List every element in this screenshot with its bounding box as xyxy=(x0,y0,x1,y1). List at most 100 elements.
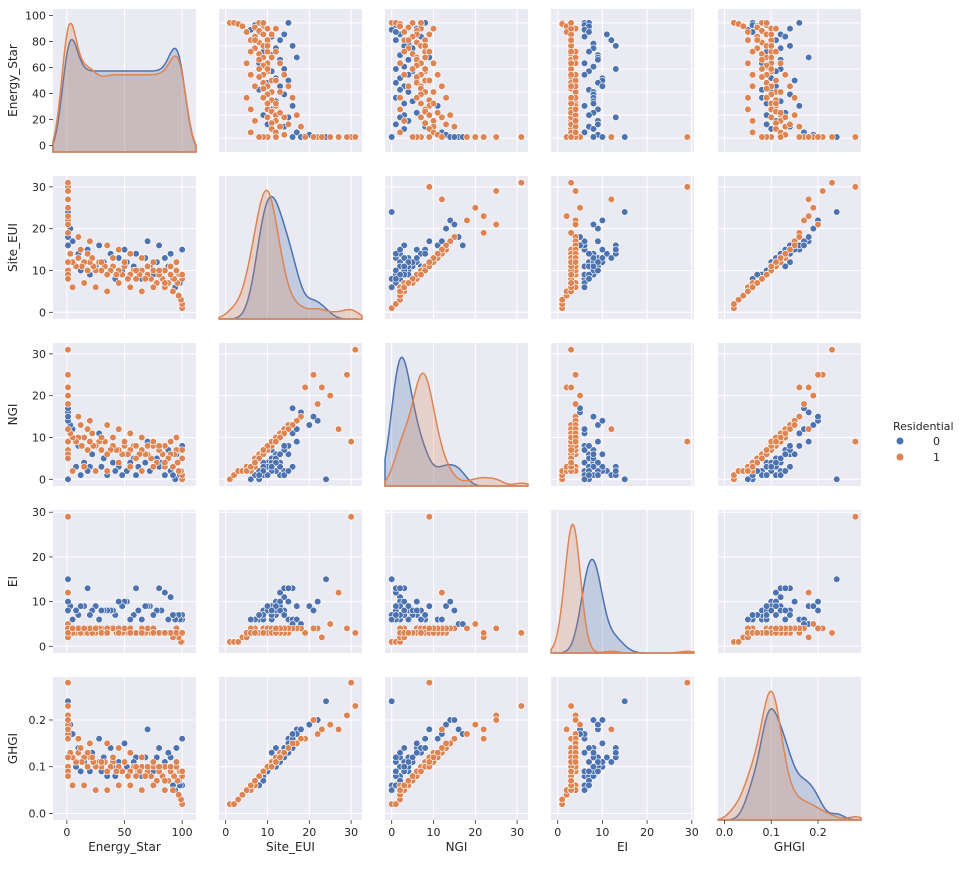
scatter-point-1 xyxy=(762,19,771,27)
scatter-point-0 xyxy=(164,615,172,624)
scatter-point-1 xyxy=(132,275,140,283)
panel-ghgi-vs-ngi: 0 10 20 30 NGI xyxy=(385,677,528,854)
scatter-point-0 xyxy=(161,471,169,479)
scatter-point-1 xyxy=(103,767,111,776)
scatter-point-0 xyxy=(446,598,454,606)
scatter-point-1 xyxy=(517,133,525,141)
scatter-point-0 xyxy=(442,602,450,610)
scatter-point-0 xyxy=(585,250,593,258)
scatter-point-1 xyxy=(814,624,822,633)
scatter-point-1 xyxy=(744,28,752,36)
scatter-point-0 xyxy=(781,606,789,615)
scatter-point-0 xyxy=(86,611,94,619)
scatter-point-0 xyxy=(805,408,813,417)
scatter-point-1 xyxy=(791,241,799,250)
scatter-point-1 xyxy=(103,467,111,475)
scatter-point-1 xyxy=(744,105,752,113)
panel-ei-vs-site-eui xyxy=(219,510,362,653)
scatter-point-1 xyxy=(463,730,471,738)
kde-curve-1 xyxy=(550,523,695,654)
scatter-point-0 xyxy=(603,30,611,38)
scatter-point-0 xyxy=(276,606,284,615)
scatter-point-1 xyxy=(64,258,72,266)
scatter-point-0 xyxy=(392,602,400,610)
scatter-point-1 xyxy=(762,84,771,93)
scatter-point-0 xyxy=(404,602,413,610)
scatter-point-0 xyxy=(280,611,288,619)
scatter-point-1 xyxy=(744,287,752,296)
scatter-point-1 xyxy=(230,800,238,808)
kde-curve-1 xyxy=(218,189,363,320)
scatter-point-0 xyxy=(68,237,77,245)
scatter-point-1 xyxy=(777,133,785,141)
scatter-point-1 xyxy=(297,123,305,131)
scatter-point-0 xyxy=(115,598,123,606)
scatter-point-0 xyxy=(141,602,149,610)
scatter-point-0 xyxy=(388,133,396,141)
scatter-point-1 xyxy=(744,467,752,475)
panel-ngi-vs-energy-star: 0 10 20 30 NGI xyxy=(6,343,196,486)
scatter-point-1 xyxy=(318,725,326,733)
scatter-point-0 xyxy=(392,275,400,283)
scatter-point-0 xyxy=(305,421,313,429)
scatter-point-0 xyxy=(293,438,301,446)
scatter-point-1 xyxy=(161,786,169,794)
scatter-point-1 xyxy=(268,763,276,771)
scatter-point-1 xyxy=(343,711,351,719)
scatter-point-1 xyxy=(571,438,580,446)
scatter-point-1 xyxy=(748,117,757,125)
scatter-point-1 xyxy=(417,629,425,637)
scatter-point-0 xyxy=(585,471,593,479)
scatter-point-1 xyxy=(777,254,785,262)
scatter-point-1 xyxy=(351,133,359,141)
scatter-point-1 xyxy=(263,65,272,73)
scatter-point-1 xyxy=(126,463,134,471)
x-tick-label: 0 xyxy=(63,826,70,839)
scatter-point-1 xyxy=(571,105,580,113)
scatter-point-0 xyxy=(795,442,803,450)
y-tick-label: 80 xyxy=(32,36,46,49)
scatter-point-1 xyxy=(132,266,140,275)
y-tick-label: 0 xyxy=(39,473,46,486)
scatter-point-0 xyxy=(786,463,794,471)
scatter-point-1 xyxy=(288,739,297,747)
scatter-point-1 xyxy=(83,763,92,771)
scatter-point-0 xyxy=(580,475,589,483)
scatter-point-0 xyxy=(589,450,598,458)
scatter-point-0 xyxy=(77,767,85,776)
scatter-point-1 xyxy=(268,30,276,38)
scatter-point-1 xyxy=(819,187,827,195)
scatter-point-1 xyxy=(259,94,267,102)
y-tick-label: 0 xyxy=(39,640,46,653)
scatter-point-1 xyxy=(64,725,72,733)
scatter-point-0 xyxy=(833,575,841,583)
scatter-point-1 xyxy=(758,275,766,283)
scatter-point-1 xyxy=(781,113,789,121)
scatter-point-1 xyxy=(120,438,129,446)
scatter-point-0 xyxy=(833,208,841,216)
scatter-point-1 xyxy=(255,772,263,780)
x-tick-label: 10 xyxy=(595,826,609,839)
scatter-point-1 xyxy=(77,421,85,429)
scatter-point-1 xyxy=(64,187,72,195)
scatter-point-1 xyxy=(132,454,140,463)
scatter-point-0 xyxy=(598,463,606,471)
scatter-point-0 xyxy=(594,56,602,64)
scatter-point-0 xyxy=(748,611,757,619)
scatter-point-1 xyxy=(280,113,288,121)
scatter-point-1 xyxy=(126,629,134,637)
scatter-point-1 xyxy=(767,42,775,50)
scatter-point-1 xyxy=(64,513,72,521)
scatter-point-1 xyxy=(64,772,72,780)
scatter-point-0 xyxy=(425,602,433,610)
scatter-point-0 xyxy=(388,615,396,624)
scatter-point-0 xyxy=(284,598,293,606)
scatter-point-0 xyxy=(598,245,606,254)
scatter-point-1 xyxy=(567,48,575,56)
scatter-point-0 xyxy=(272,602,280,610)
scatter-point-0 xyxy=(143,725,152,733)
scatter-point-1 xyxy=(64,735,72,743)
scatter-point-1 xyxy=(288,94,297,102)
scatter-point-1 xyxy=(480,725,488,733)
scatter-point-1 xyxy=(247,128,255,136)
